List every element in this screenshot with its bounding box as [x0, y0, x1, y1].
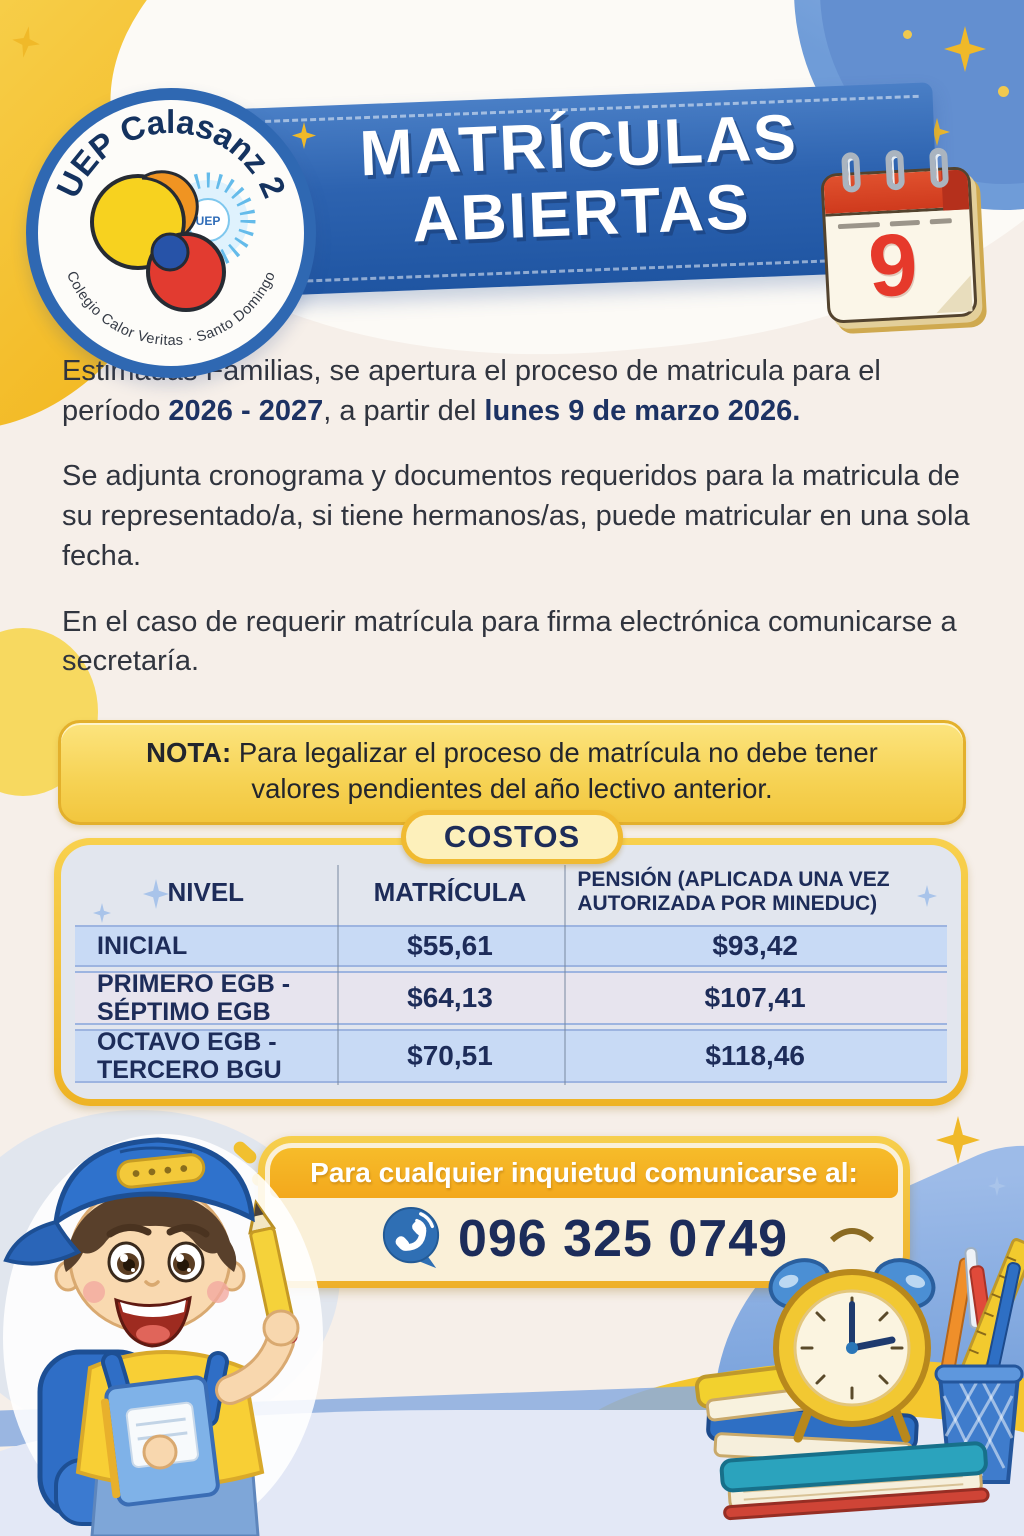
school-logo-badge: UEP UEP Calasanz 2 Colegio Calor Veritas… [26, 88, 316, 378]
table-row-pension: $107,41 [563, 971, 947, 1025]
calendar-ring [841, 151, 862, 193]
calendar-ring [928, 147, 950, 189]
note-text1: Para legalizar el proceso de matrícula n… [231, 737, 878, 768]
table-row-matricula: $70,51 [336, 1029, 564, 1083]
table-row-nivel: INICIAL [75, 925, 337, 967]
column-header-matricula: MATRÍCULA [373, 876, 527, 907]
cap-brim-shape [3, 1219, 82, 1266]
start-date-highlight: lunes 9 de marzo 2026. [484, 394, 801, 427]
paragraph-documents: Se adjunta cronograma y documentos reque… [62, 460, 970, 572]
note-box: NOTA: Para legalizar el proceso de matrí… [58, 720, 966, 825]
logo-emblem-icon [90, 170, 226, 312]
table-row-pension: $118,46 [563, 1029, 947, 1083]
paragraph-signature: En el caso de requerir matrícula para fi… [62, 605, 957, 678]
phone-bubble-icon [380, 1206, 442, 1272]
table-row-matricula: $55,61 [336, 925, 564, 967]
note-label: NOTA: [146, 737, 232, 768]
table-row-nivel: OCTAVO EGB - TERCERO BGU [75, 1028, 337, 1084]
pencil-cup-icon [934, 1238, 1024, 1484]
table-row-matricula: $64,13 [336, 971, 564, 1025]
cap-strap-shape [116, 1153, 206, 1189]
column-divider [337, 865, 339, 1085]
calendar-page-curl [934, 275, 973, 314]
costs-table: NIVEL MATRÍCULA PENSIÓN (APLICADA UNA VE… [75, 863, 947, 1091]
hair-shape [70, 1190, 230, 1254]
contact-phone-row: 096 325 0749 [265, 1206, 903, 1272]
costs-table-inner: NIVEL MATRÍCULA PENSIÓN (APLICADA UNA VE… [61, 845, 961, 1099]
note-text2: valores pendientes del año lectivo anter… [251, 773, 773, 805]
note-line1: NOTA: Para legalizar el proceso de matrí… [87, 735, 937, 771]
period-highlight: 2026 - 2027 [168, 394, 324, 427]
costs-title-pill: COSTOS [401, 810, 623, 864]
school-logo-icon: UEP UEP Calasanz 2 Colegio Calor Veritas… [49, 103, 293, 349]
dot-icon [998, 86, 1009, 97]
student-boy-illustration [3, 1134, 323, 1536]
column-header-pension: PENSIÓN (APLICADA UNA VEZ AUTORIZADA POR… [577, 867, 890, 915]
phone-number: 096 325 0749 [457, 1210, 789, 1268]
costs-table-container: NIVEL MATRÍCULA PENSIÓN (APLICADA UNA VE… [54, 838, 968, 1106]
contact-box-inner: Para cualquier inquietud comunicarse al: [265, 1143, 903, 1281]
eyes-shape [107, 1241, 205, 1283]
dot-icon [903, 30, 912, 39]
body-text: Estimadas Familias, se apertura el proce… [62, 352, 977, 708]
school-supplies-illustration [694, 1228, 1024, 1521]
table-row-nivel: PRIMERO EGB - SÉPTIMO EGB [75, 970, 337, 1026]
calendar-card: 9 [820, 166, 978, 324]
calendar-ring [885, 149, 906, 191]
paragraph-intro-text2: , a partir del [323, 394, 485, 427]
calendar-icon: 9 [820, 147, 978, 324]
page-title: MATRÍCULAS ABIERTAS [248, 99, 913, 260]
alarm-clock-icon [768, 1228, 936, 1443]
column-divider [564, 865, 566, 1085]
svg-text:UEP: UEP [196, 214, 221, 228]
contact-prompt: Para cualquier inquietud comunicarse al: [270, 1148, 898, 1198]
column-header-nivel: NIVEL [167, 876, 245, 907]
table-row-pension: $93,42 [563, 925, 947, 967]
